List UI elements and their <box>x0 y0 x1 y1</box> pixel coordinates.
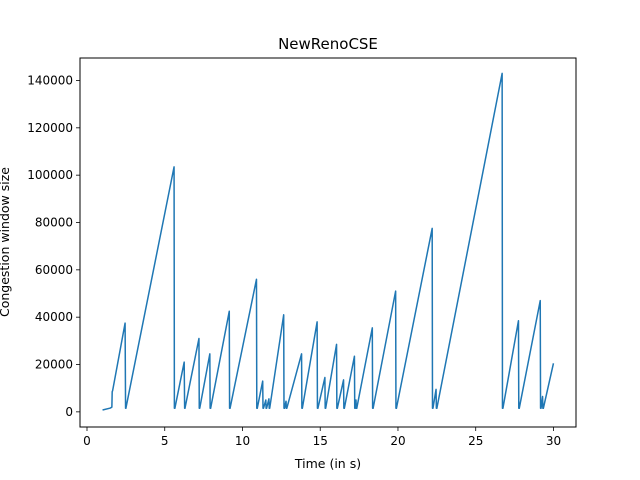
plot-area <box>102 72 555 411</box>
x-tick-label: 10 <box>235 434 250 448</box>
x-axis: 0 5 10 15 20 25 30 <box>83 427 561 448</box>
x-tick-label: 25 <box>468 434 483 448</box>
y-axis: 0 20000 40000 60000 80000 100000 120000 140000 <box>27 73 80 419</box>
x-tick-label: 30 <box>546 434 561 448</box>
x-tick-label: 0 <box>83 434 91 448</box>
y-tick-label: 140000 <box>27 73 73 87</box>
series-line-0 <box>102 72 555 411</box>
chart-title: NewRenoCSE <box>278 35 378 53</box>
y-tick-label: 40000 <box>35 310 73 324</box>
y-tick-label: 20000 <box>35 358 73 372</box>
axes-frame <box>79 57 577 428</box>
x-tick-label: 20 <box>390 434 405 448</box>
x-tick-label: 5 <box>161 434 169 448</box>
y-tick-label: 0 <box>65 405 73 419</box>
x-tick-label: 15 <box>313 434 328 448</box>
y-tick-label: 100000 <box>27 168 73 182</box>
x-axis-label: Time (in s) <box>294 456 361 471</box>
y-tick-label: 60000 <box>35 263 73 277</box>
y-tick-label: 120000 <box>27 121 73 135</box>
y-axis-label: Congestion window size <box>0 167 12 317</box>
y-tick-label: 80000 <box>35 215 73 229</box>
